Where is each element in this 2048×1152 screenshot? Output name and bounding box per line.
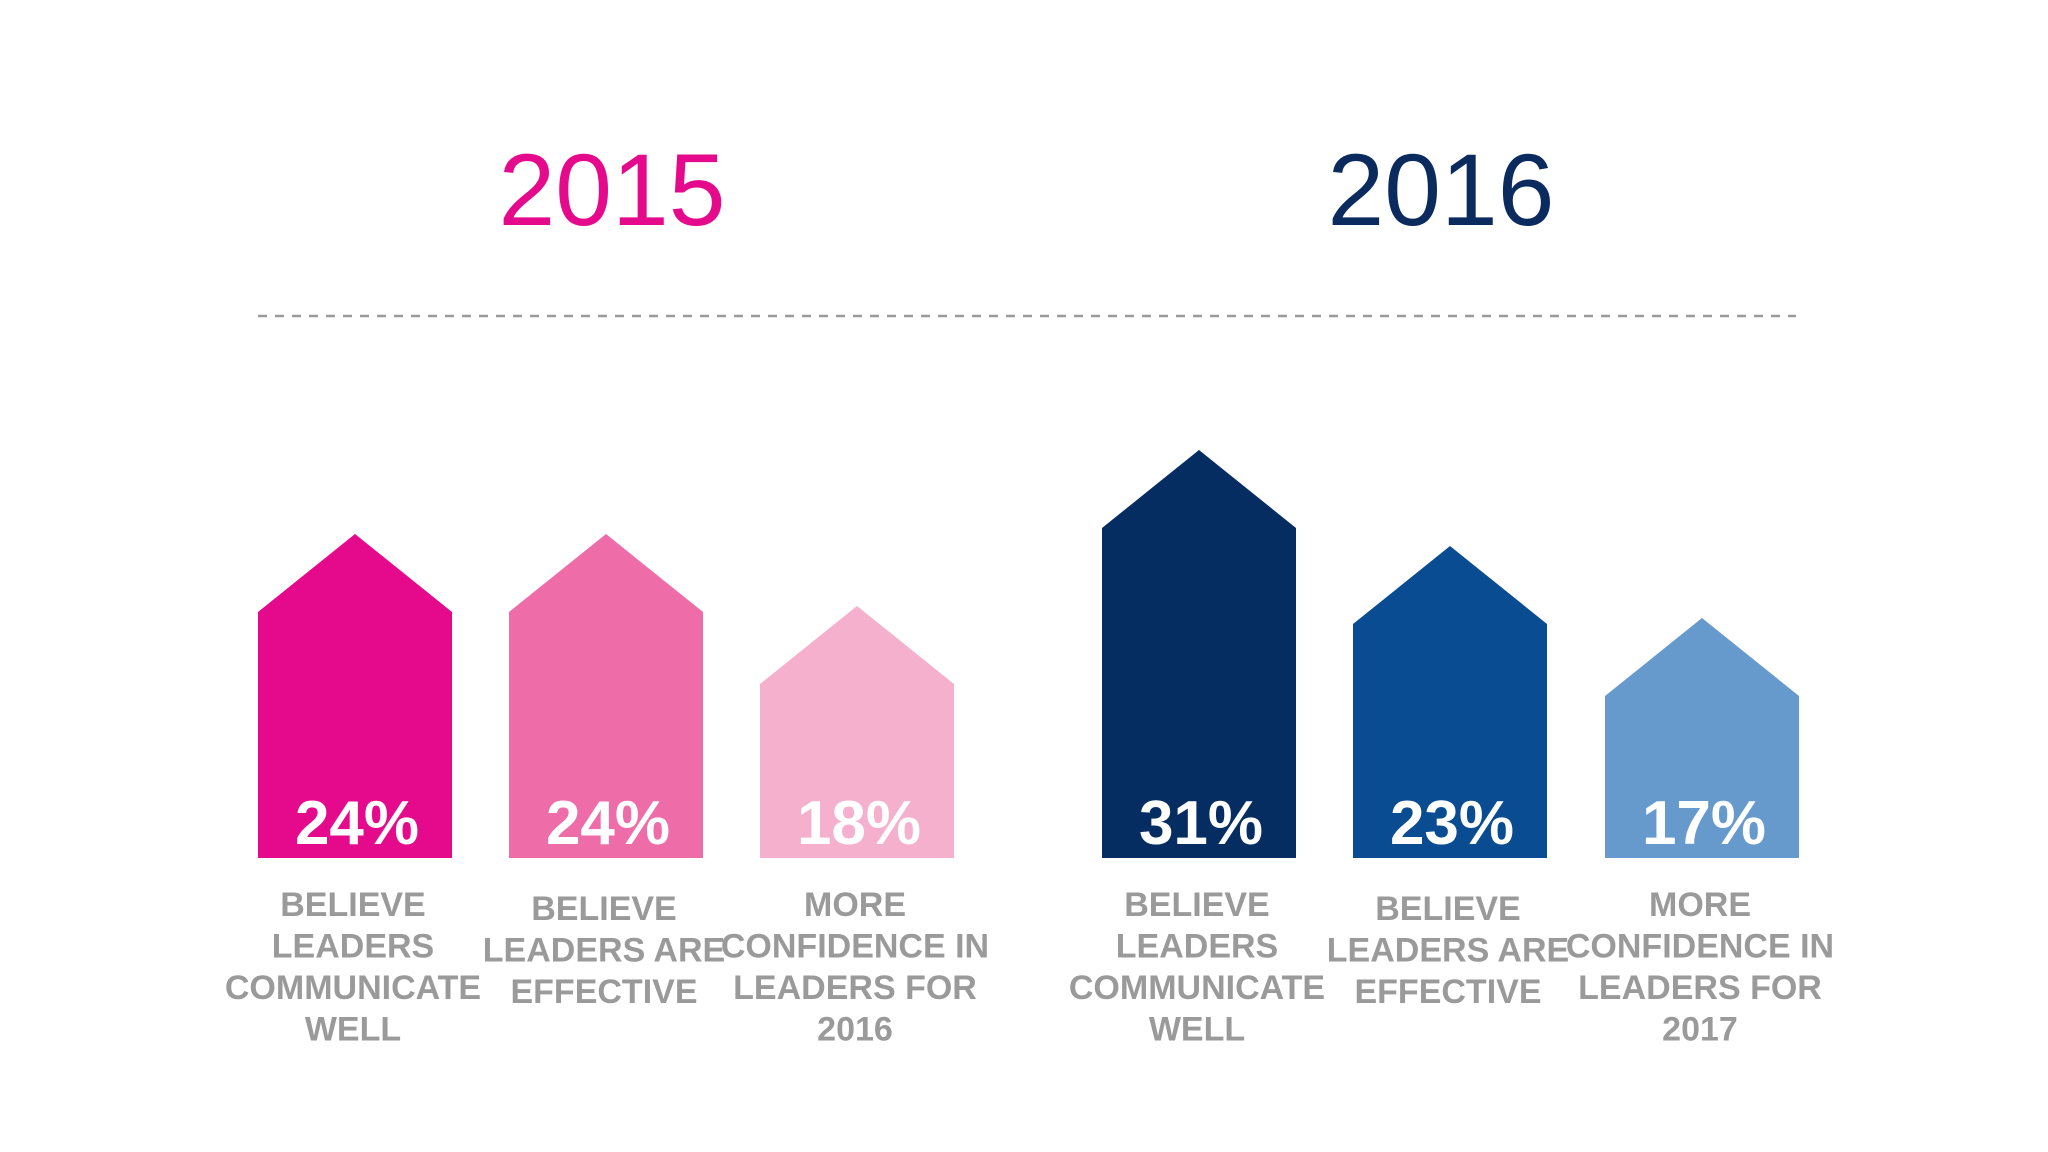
bar-label-line: LEADERS ARE [1327,932,1569,970]
bar-label-line: LEADERS [1116,928,1278,966]
bar-2015-3 [760,606,954,858]
bar-group-2016-3: 17% MORE CONFIDENCE IN LEADERS FOR 2017 [1566,618,1834,1049]
year-title-2015: 2015 [499,133,726,247]
bar-value-label: 24% [546,789,670,858]
bar-value-label: 17% [1642,789,1766,858]
bar-group-2015-1: 24% BELIEVE LEADERS COMMUNICATE WELL [225,534,481,1049]
bar-label-line: 2016 [817,1011,893,1049]
bar-label-line: LEADERS [272,928,434,966]
bar-value-label: 31% [1139,789,1263,858]
bar-2016-3 [1605,618,1799,858]
bar-label-line: EFFECTIVE [510,973,697,1011]
bar-category-label: MORE CONFIDENCE IN LEADERS FOR 2017 [1566,886,1834,1049]
bar-value-label: 23% [1390,789,1514,858]
bar-label-line: COMMUNICATE [225,969,481,1007]
bar-value-label: 18% [797,789,921,858]
bar-label-line: 2017 [1662,1011,1738,1049]
bar-label-line: BELIEVE [1375,890,1520,928]
bar-label-line: CONFIDENCE IN [1566,928,1834,966]
bar-label-line: COMMUNICATE [1069,969,1325,1007]
year-titles: 2015 2016 [499,133,1555,247]
bar-label-line: WELL [305,1011,401,1049]
year-title-2016: 2016 [1328,133,1555,247]
bar-category-label: MORE CONFIDENCE IN LEADERS FOR 2016 [721,886,989,1049]
bar-group-2016-1: 31% BELIEVE LEADERS COMMUNICATE WELL [1069,450,1325,1049]
bar-label-line: BELIEVE [1124,886,1269,924]
bar-2015-1 [258,534,452,858]
bar-group-2015-3: 18% MORE CONFIDENCE IN LEADERS FOR 2016 [721,606,989,1049]
bar-value-label: 24% [295,789,419,858]
bar-category-label: BELIEVE LEADERS COMMUNICATE WELL [1069,886,1325,1049]
bar-label-line: LEADERS FOR [1578,969,1822,1007]
bar-label-line: WELL [1149,1011,1245,1049]
bar-label-line: BELIEVE [531,890,676,928]
bar-group-2015-2: 24% BELIEVE LEADERS ARE EFFECTIVE [483,534,725,1011]
bar-label-line: MORE [1649,886,1751,924]
bar-2015-2 [509,534,703,858]
bars-area: 24%BELIEVE LEADERS COMMUNICATE WELL24%BELIE… [225,450,1834,1049]
bar-label-line: MORE [804,886,906,924]
bar-category-label: BELIEVE LEADERS ARE EFFECTIVE [1327,890,1569,1011]
bar-category-label: BELIEVE LEADERS ARE EFFECTIVE [483,890,725,1011]
bar-label-line: LEADERS ARE [483,932,725,970]
bar-label-line: BELIEVE [280,886,425,924]
bar-category-label: BELIEVE LEADERS COMMUNICATE WELL [225,886,481,1049]
bar-group-2016-2: 23% BELIEVE LEADERS ARE EFFECTIVE [1327,546,1569,1011]
bar-2016-2 [1353,546,1547,858]
bar-2016-1 [1102,450,1296,858]
bar-label-line: CONFIDENCE IN [721,928,989,966]
bar-label-line: LEADERS FOR [733,969,977,1007]
bar-label-line: EFFECTIVE [1354,973,1541,1011]
